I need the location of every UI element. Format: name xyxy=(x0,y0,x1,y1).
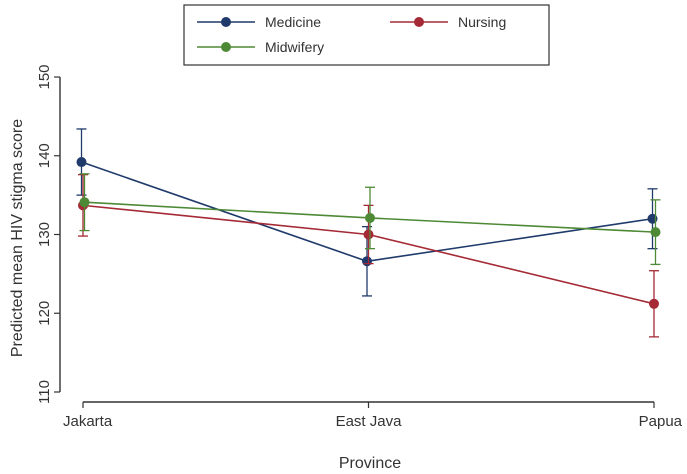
legend-swatch-marker xyxy=(414,17,424,27)
x-tick-label: Jakarta xyxy=(63,413,113,430)
legend-box xyxy=(183,4,550,66)
data-point xyxy=(76,157,87,168)
y-tick-label: 110 xyxy=(36,380,53,404)
legend-label: Midwifery xyxy=(265,39,324,55)
legend-label: Nursing xyxy=(458,14,506,30)
x-axis-title: Province xyxy=(339,455,401,472)
legend-item-midwifery: Midwifery xyxy=(197,39,324,55)
data-point xyxy=(363,229,374,240)
legend-item-nursing: Nursing xyxy=(390,14,506,30)
legend-swatch-marker xyxy=(221,42,231,52)
data-point xyxy=(79,197,90,208)
data-point xyxy=(365,212,375,223)
data-point xyxy=(649,298,659,309)
x-tick-label: Papua xyxy=(639,413,683,430)
y-axis-title: Predicted mean HIV stigma score xyxy=(9,119,26,357)
legend: Medicine Nursing Midwifery xyxy=(183,4,550,66)
y-tick-label: 130 xyxy=(36,222,53,247)
series-medicine xyxy=(76,128,658,297)
series-nursing xyxy=(78,173,659,338)
legend-swatch-marker xyxy=(221,17,231,27)
y-tick-label: 120 xyxy=(36,301,53,326)
data-point xyxy=(362,256,372,267)
legend-item-medicine: Medicine xyxy=(197,14,321,30)
y-tick-label: 140 xyxy=(36,143,53,168)
series-midwifery xyxy=(79,173,661,266)
y-axis: 110 120 130 140 150 xyxy=(36,64,61,404)
x-tick-label: East Java xyxy=(336,413,403,430)
x-axis: Jakarta East Java Papua xyxy=(63,401,683,430)
legend-label: Medicine xyxy=(265,14,321,30)
data-point xyxy=(650,227,661,238)
y-tick-label: 150 xyxy=(36,64,53,89)
plot-area xyxy=(76,128,661,338)
